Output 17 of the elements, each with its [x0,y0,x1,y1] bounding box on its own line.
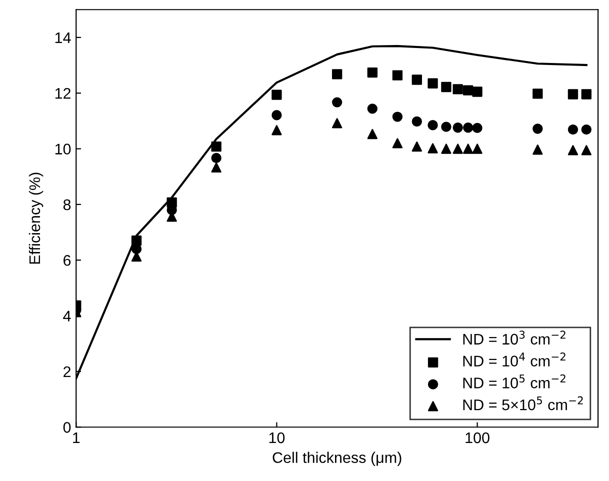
y-tick-label: 8 [63,199,71,210]
y-tick-label: 10 [55,144,71,154]
x-axis-title: Cell thickness (μm) [272,452,402,466]
x-tick-label: 100 [466,432,490,444]
legend-label: ND = 10$^{5}$ cm$^{−2}$ [463,374,566,388]
legend-label: ND = 10$^{3}$ cm$^{−2}$ [463,330,566,345]
y-tick-label: 14 [55,32,71,43]
y-tick-label: 2 [64,366,70,377]
y-tick-label: 4 [63,310,71,322]
x-tick-label: 10 [269,432,285,444]
y-tick-label: 0 [63,422,71,433]
y-tick-label: 12 [55,88,70,99]
y-axis-title: Efficiency (%) [28,172,44,264]
y-tick-label: 6 [64,254,71,266]
legend-label: ND = 5×10$^{5}$ cm$^{−2}$ [463,396,583,410]
legend-label: ND = 10$^{4}$ cm$^{−2}$ [463,352,566,366]
x-tick-label: 1 [73,432,80,444]
